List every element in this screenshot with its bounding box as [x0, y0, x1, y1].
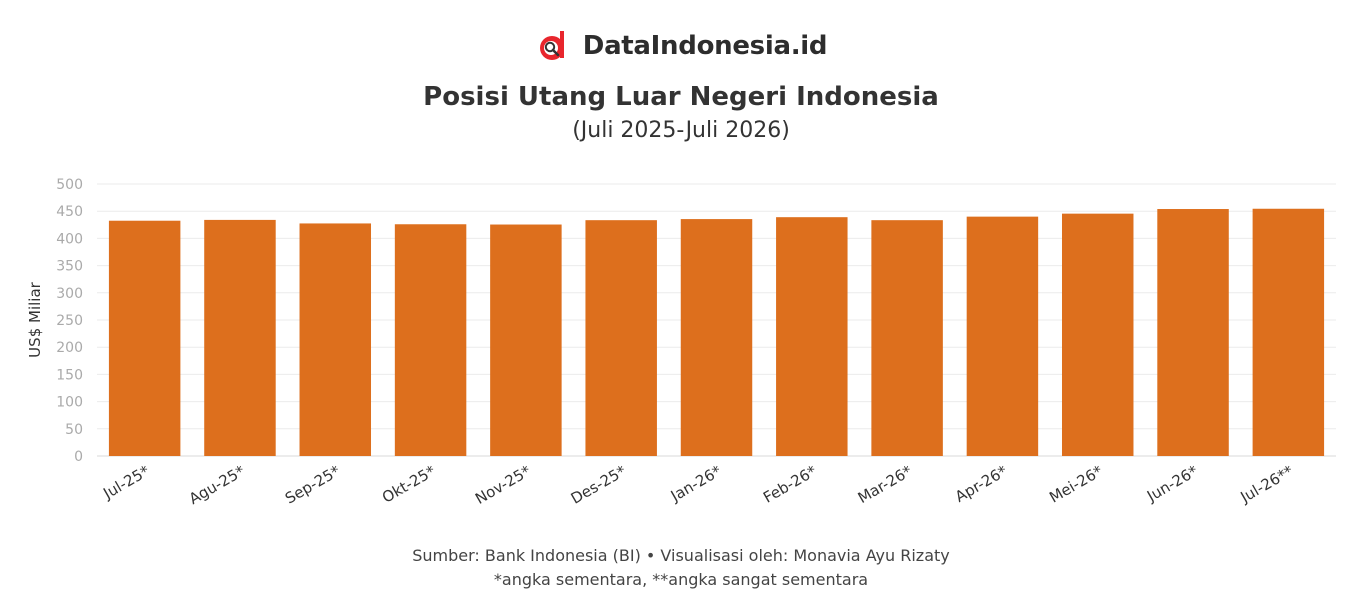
bar[interactable]: [1252, 208, 1325, 456]
x-tick-label: Sep-25*: [282, 462, 344, 508]
dataindonesia-logo-icon: [539, 31, 564, 60]
bar[interactable]: [394, 224, 467, 456]
bar[interactable]: [680, 219, 753, 456]
bar[interactable]: [1061, 213, 1134, 456]
y-axis-ticks: 0 50 100 150 200 250 300 350 400 450 500: [56, 177, 83, 465]
y-tick-label: 100: [56, 395, 83, 411]
y-tick-label: 450: [56, 204, 83, 220]
bar[interactable]: [299, 223, 372, 456]
x-axis-ticks: Jul-25* Agu-25* Sep-25* Okt-25* Nov-25* Des-2…: [99, 462, 1296, 508]
x-tick-label: Apr-26*: [952, 462, 1011, 506]
x-tick-label: Jul-25*: [99, 462, 153, 503]
bars: [108, 208, 1325, 456]
brand-name: DataIndonesia.id: [582, 31, 828, 61]
brand-header: DataIndonesia.id: [0, 26, 1362, 66]
y-tick-label: 200: [56, 340, 83, 356]
y-tick-label: 350: [56, 259, 83, 275]
bar[interactable]: [776, 217, 848, 456]
y-axis-label: US$ Miliar: [26, 281, 44, 357]
x-tick-label: Des-25*: [568, 462, 630, 508]
source-note: Sumber: Bank Indonesia (BI) • Visualisas…: [412, 546, 950, 565]
bar[interactable]: [966, 216, 1039, 456]
x-tick-label: Agu-25*: [186, 462, 249, 508]
y-tick-label: 250: [56, 313, 83, 329]
x-tick-label: Okt-25*: [379, 462, 439, 507]
y-tick-label: 150: [56, 367, 83, 383]
x-tick-label: Feb-26*: [760, 462, 820, 507]
bar[interactable]: [108, 220, 181, 456]
x-tick-label: Jul-26**: [1237, 462, 1297, 507]
y-tick-label: 0: [74, 449, 83, 465]
bar[interactable]: [1157, 209, 1229, 456]
bar-chart: 0 50 100 150 200 250 300 350 400 450 500 Jul-25* Ag…: [26, 177, 1336, 508]
x-tick-label: Jan-26*: [667, 462, 725, 506]
x-tick-label: Nov-25*: [472, 462, 534, 508]
bar[interactable]: [490, 224, 562, 456]
y-tick-label: 400: [56, 231, 83, 247]
y-tick-label: 50: [65, 422, 83, 438]
bar[interactable]: [204, 219, 276, 456]
chart-title: Posisi Utang Luar Negeri Indonesia: [423, 82, 939, 112]
x-tick-label: Mar-26*: [855, 462, 916, 508]
footnote: *angka sementara, **angka sangat sementa…: [493, 570, 869, 589]
bar[interactable]: [585, 220, 657, 456]
bar[interactable]: [871, 220, 943, 456]
x-tick-label: Jun-26*: [1143, 462, 1201, 506]
chart-subtitle: (Juli 2025-Juli 2026): [572, 118, 790, 143]
x-tick-label: Mei-26*: [1046, 462, 1106, 507]
y-tick-label: 300: [56, 286, 83, 302]
y-tick-label: 500: [56, 177, 83, 193]
